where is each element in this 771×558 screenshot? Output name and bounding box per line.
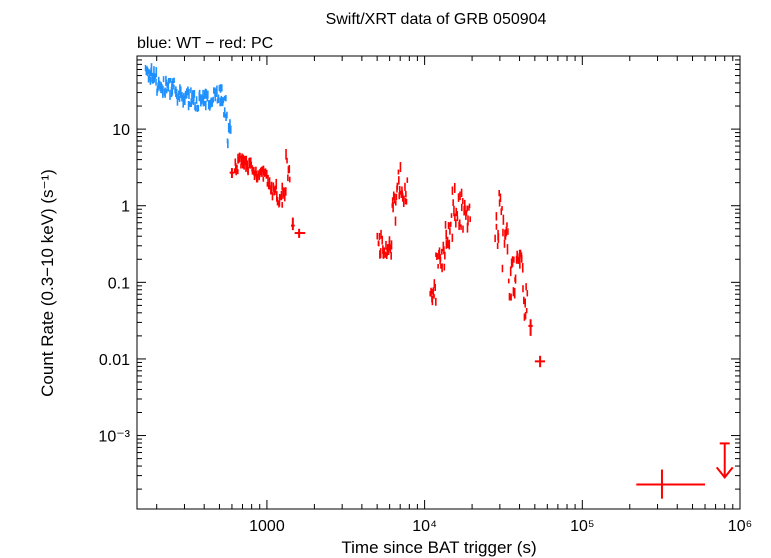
data-point bbox=[294, 228, 306, 238]
y-tick-label: 10⁻³ bbox=[98, 429, 130, 446]
series-wt bbox=[144, 63, 232, 149]
plot-frame bbox=[136, 55, 741, 510]
plot-area bbox=[144, 63, 734, 499]
y-tick-label: 1 bbox=[121, 199, 130, 216]
series-pc bbox=[229, 148, 734, 499]
x-tick-label: 1000 bbox=[249, 518, 285, 535]
chart-title: Swift/XRT data of GRB 050904 bbox=[326, 11, 547, 28]
x-axis-label: Time since BAT trigger (s) bbox=[341, 538, 536, 557]
x-axis: 1000 10⁴ 10⁵ 10⁶ bbox=[156, 56, 752, 535]
y-tick-label: 0.1 bbox=[108, 275, 130, 292]
data-point bbox=[528, 319, 533, 336]
x-tick-label: 10⁵ bbox=[570, 518, 594, 535]
data-point bbox=[534, 355, 546, 368]
upper-limit bbox=[715, 442, 734, 480]
x-tick-label: 10⁴ bbox=[412, 518, 437, 535]
data-point bbox=[290, 217, 295, 231]
y-axis-label: Count Rate (0.3−10 keV) (s⁻¹) bbox=[38, 169, 57, 397]
x-tick-label: 10⁶ bbox=[728, 518, 752, 535]
down-arrow-icon bbox=[715, 466, 734, 480]
chart-subtitle: blue: WT − red: PC bbox=[137, 35, 273, 52]
y-tick-label: 10 bbox=[112, 122, 130, 139]
data-point bbox=[229, 168, 235, 179]
y-tick-label: 0.01 bbox=[99, 352, 130, 369]
y-axis: 10 1 0.1 0.01 10⁻³ bbox=[98, 55, 740, 490]
data-point bbox=[636, 469, 706, 499]
